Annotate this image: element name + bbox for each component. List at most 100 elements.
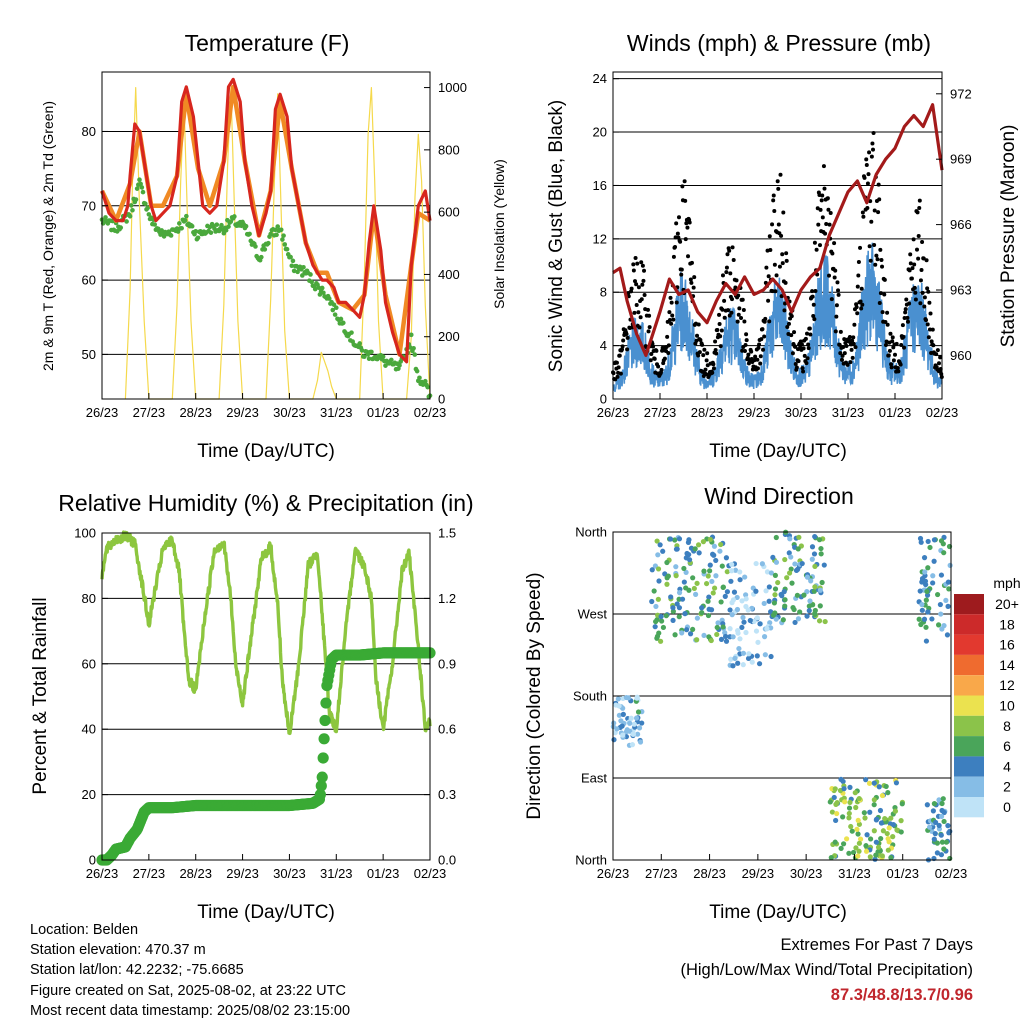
direction-point: [892, 808, 899, 814]
gust-point: [805, 356, 810, 361]
temperature-right-ytick-label: 200: [438, 329, 460, 344]
humidity-xtick-label: 01/23: [367, 866, 400, 881]
direction-point: [855, 817, 861, 824]
direction-point: [679, 596, 686, 602]
direction-point: [938, 832, 944, 838]
gust-point: [766, 274, 771, 279]
gust-point: [864, 157, 869, 162]
direction-point: [655, 552, 661, 558]
temperature-ytick-label: 80: [82, 124, 96, 139]
gust-point: [832, 241, 837, 246]
gust-point: [784, 258, 789, 263]
direction-point: [943, 839, 950, 845]
gust-point: [621, 338, 626, 343]
precipitation-point: [315, 780, 327, 792]
direction-point: [817, 587, 823, 593]
humidity-ytick-label: 20: [82, 787, 96, 802]
gust-point: [928, 311, 933, 316]
speed-legend-label: 18: [999, 616, 1015, 632]
direction-point: [731, 589, 738, 595]
direction-point: [795, 546, 801, 552]
gust-point: [696, 353, 701, 358]
gust-point: [774, 273, 779, 278]
direction-point: [745, 607, 751, 613]
gust-point: [915, 210, 920, 215]
direction-point: [882, 816, 888, 822]
dewpoint-point: [282, 242, 288, 247]
direction-point: [812, 584, 818, 590]
figure-created: Figure created on Sat, 2025-08-02, at 23…: [30, 982, 346, 999]
gust-point: [683, 237, 688, 242]
gust-point: [827, 273, 832, 278]
direction-point: [812, 533, 818, 540]
direction-point: [620, 711, 626, 717]
temperature-ylabel-right: Solar Insolation (Yellow): [491, 159, 507, 309]
dewpoint-point: [262, 247, 268, 252]
gust-point: [779, 294, 784, 299]
gust-point: [930, 327, 935, 332]
direction-point: [840, 814, 846, 820]
gust-point: [730, 297, 735, 302]
gust-point: [772, 262, 777, 267]
gust-point: [801, 369, 806, 374]
gust-point: [902, 345, 907, 350]
winds-ytick-label: 4: [600, 338, 607, 353]
winds-right-ytick-label: 963: [950, 283, 972, 298]
direction-point: [854, 826, 860, 832]
direction-point: [929, 616, 935, 622]
direction-ytick-label: South: [573, 689, 607, 704]
gust-point: [729, 310, 734, 315]
dewpoint-point: [243, 223, 249, 229]
direction-xtick-label: 28/23: [693, 866, 726, 881]
humidity-right-ytick-label: 0.3: [438, 787, 456, 802]
gust-point: [850, 338, 855, 343]
direction-point: [723, 638, 730, 644]
direction-point: [938, 852, 945, 858]
humidity-right-ytick-label: 1.2: [438, 591, 456, 606]
gust-point: [838, 351, 843, 356]
dewpoint-point: [232, 214, 237, 219]
dewpoint-point: [134, 186, 140, 191]
direction-point: [732, 567, 739, 573]
gust-point: [824, 222, 829, 227]
temperature-ytick-label: 60: [82, 273, 96, 288]
gust-point: [802, 353, 807, 358]
direction-point: [633, 715, 640, 721]
direction-point: [714, 631, 720, 638]
direction-point: [773, 559, 780, 565]
dewpoint-point: [333, 305, 339, 310]
direction-point: [847, 784, 853, 790]
gust-point: [701, 353, 706, 358]
gust-point: [758, 354, 763, 359]
gust-point: [687, 220, 692, 225]
gust-point: [781, 210, 786, 215]
gust-point: [770, 289, 775, 294]
direction-point: [940, 541, 946, 547]
direction-xtick-label: 01/23: [886, 866, 919, 881]
gust-point: [614, 360, 619, 365]
gust-point: [882, 292, 887, 297]
direction-point: [812, 611, 818, 618]
sonic-wind-line: [612, 242, 943, 393]
direction-point: [925, 609, 931, 615]
direction-point: [923, 624, 929, 630]
gust-point: [808, 332, 813, 337]
dewpoint-point: [175, 229, 181, 234]
gust-point: [631, 268, 636, 273]
gust-point: [666, 343, 671, 348]
gust-point: [654, 348, 659, 353]
dewpoint-point: [330, 307, 336, 313]
direction-point: [846, 815, 852, 821]
dewpoint-point: [349, 330, 354, 335]
direction-point: [866, 780, 873, 786]
direction-point: [615, 696, 621, 702]
direction-point: [693, 591, 699, 597]
gust-point: [649, 352, 654, 357]
direction-point: [804, 589, 810, 595]
direction-point: [938, 611, 944, 617]
direction-point: [945, 823, 951, 829]
direction-point: [743, 629, 749, 636]
direction-point: [743, 592, 749, 598]
direction-point: [862, 815, 868, 821]
gust-point: [872, 208, 877, 213]
